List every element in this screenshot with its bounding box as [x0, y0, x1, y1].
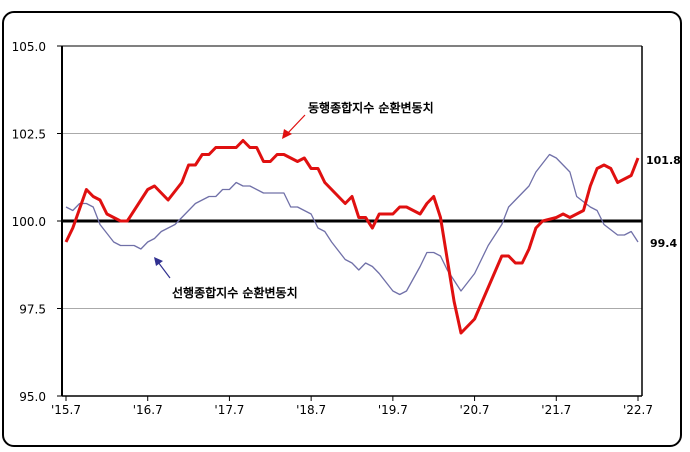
- coincident-end-label: 101.8: [646, 154, 681, 167]
- x-tick-label: '19.7: [378, 403, 408, 417]
- x-tick-label: '18.7: [296, 403, 326, 417]
- x-tick-label: '22.7: [623, 403, 653, 417]
- x-tick-label: '16.7: [133, 403, 163, 417]
- chart-frame: [2, 11, 682, 447]
- y-tick-label: 100.0: [12, 215, 46, 229]
- y-tick-label: 97.5: [19, 303, 46, 317]
- coincident-index-line: [64, 139, 640, 335]
- leading-index-line: [65, 153, 639, 296]
- x-tick-label: '20.7: [460, 403, 490, 417]
- x-tick-label: '21.7: [541, 403, 571, 417]
- y-tick-label: 102.5: [12, 128, 46, 142]
- coincident-series-label: 동행종합지수 순환변동치: [308, 100, 434, 115]
- leading-series-label: 선행종합지수 순환변동치: [172, 285, 298, 300]
- leading-end-label: 99.4: [650, 237, 677, 250]
- x-tick-label: '15.7: [51, 403, 81, 417]
- x-tick-label: '17.7: [214, 403, 244, 417]
- y-tick-label: 105.0: [12, 40, 46, 54]
- coincident-arrow-icon: [286, 114, 306, 135]
- coincident-arrowhead-icon: [282, 129, 292, 139]
- y-tick-label: 95.0: [19, 390, 46, 404]
- leading-arrowhead-icon: [154, 257, 163, 266]
- leading-arrow-icon: [157, 261, 171, 279]
